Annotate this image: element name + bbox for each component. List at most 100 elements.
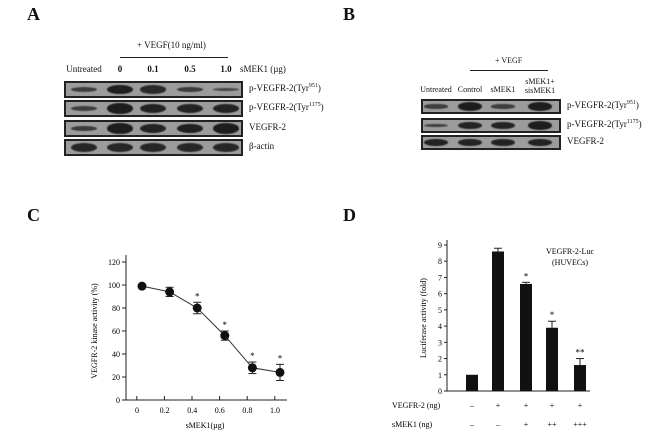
protein-band xyxy=(177,103,203,114)
svg-text:3: 3 xyxy=(438,338,442,347)
blot-strip xyxy=(421,99,561,114)
protein-band xyxy=(458,102,482,111)
svg-text:2: 2 xyxy=(438,355,442,364)
svg-text:–: – xyxy=(495,420,501,429)
row-label: VEGFR-2 xyxy=(567,135,605,146)
panel-label-c: C xyxy=(27,205,40,225)
column-label-line1: sMEK1+ xyxy=(525,77,555,86)
protein-band xyxy=(424,123,448,128)
protein-band xyxy=(71,87,97,92)
panel-label-d: D xyxy=(343,205,356,225)
svg-text:*: * xyxy=(524,271,529,281)
protein-band xyxy=(213,87,239,92)
svg-text:+++: +++ xyxy=(573,420,587,429)
column-label: 0.1 xyxy=(147,64,159,74)
protein-band xyxy=(458,138,482,147)
row-label: p-VEGFR-2(Tyr951) xyxy=(249,82,321,93)
svg-text:+: + xyxy=(550,401,555,410)
column-label: Untreated xyxy=(414,85,458,94)
column-label: 0.5 xyxy=(184,64,196,74)
svg-text:**: ** xyxy=(576,348,586,358)
svg-text:+: + xyxy=(524,420,529,429)
svg-text:20: 20 xyxy=(112,373,120,382)
protein-band xyxy=(177,123,203,134)
protein-band xyxy=(528,138,552,147)
blot-strip xyxy=(421,135,561,150)
svg-text:1: 1 xyxy=(438,371,442,380)
svg-text:*: * xyxy=(250,351,255,361)
svg-text:8: 8 xyxy=(438,257,442,266)
svg-text:0: 0 xyxy=(116,396,120,405)
svg-text:0.6: 0.6 xyxy=(215,406,225,415)
protein-band xyxy=(213,103,239,114)
row-label: β-actin xyxy=(249,140,275,151)
blot-strip xyxy=(64,100,243,117)
svg-text:*: * xyxy=(223,320,228,330)
row-label: p-VEGFR-2(Tyr951) xyxy=(567,99,639,110)
svg-text:–: – xyxy=(469,401,475,410)
protein-band xyxy=(458,121,482,130)
column-unit-label: sMEK1 (µg) xyxy=(240,64,286,74)
protein-band xyxy=(71,125,97,132)
protein-band xyxy=(424,104,448,109)
protein-band xyxy=(528,102,552,111)
protein-band xyxy=(140,143,166,152)
line-chart-c: 0 20 40 60 80 100 120 0 0.2 0.4 0.6 0.8 1.0 sMEK1(µg)… xyxy=(90,255,287,430)
svg-text:Luciferase activity (fold): Luciferase activity (fold) xyxy=(419,278,428,358)
protein-band xyxy=(107,103,133,114)
row-label: p-VEGFR-2(Tyr1175) xyxy=(567,118,642,129)
protein-band xyxy=(528,121,552,130)
svg-text:4: 4 xyxy=(438,322,442,331)
column-label: 1.0 xyxy=(220,64,232,74)
svg-text:+: + xyxy=(524,401,529,410)
blot-strip xyxy=(421,118,561,133)
protein-band xyxy=(140,123,166,134)
protein-band xyxy=(213,123,239,134)
column-label-line1: Control xyxy=(457,85,483,94)
svg-text:0: 0 xyxy=(438,387,442,396)
svg-text:0: 0 xyxy=(135,406,139,415)
protein-band xyxy=(71,143,97,152)
svg-text:60: 60 xyxy=(112,327,120,336)
svg-text:*: * xyxy=(195,291,200,301)
panel-label-a: A xyxy=(27,4,40,24)
svg-text:*: * xyxy=(550,310,555,320)
protein-band xyxy=(71,106,97,111)
row-label: p-VEGFR-2(Tyr1175) xyxy=(249,101,324,112)
svg-text:+: + xyxy=(578,401,583,410)
treatment-line xyxy=(470,70,548,71)
blot-strip xyxy=(64,120,243,137)
protein-band xyxy=(213,143,239,152)
column-label: sMEK1+ sisMEK1 xyxy=(518,77,562,95)
svg-text:*: * xyxy=(278,353,283,363)
svg-text:0.4: 0.4 xyxy=(187,406,197,415)
svg-text:sMEK1 (ng): sMEK1 (ng) xyxy=(392,420,433,429)
bar-chart-d: 0 1 2 3 4 5 6 7 8 9 Luciferase activity (fold) VEGF… xyxy=(392,240,594,429)
svg-text:0.8: 0.8 xyxy=(242,406,252,415)
svg-text:0.2: 0.2 xyxy=(160,406,170,415)
protein-band xyxy=(177,86,203,93)
protein-band xyxy=(491,104,515,109)
svg-text:–: – xyxy=(469,420,475,429)
protein-band xyxy=(140,103,166,114)
column-label-line1: sMEK1 xyxy=(490,85,516,94)
column-label-line2: sisMEK1 xyxy=(524,86,556,95)
svg-text:VEGFR-2 (ng): VEGFR-2 (ng) xyxy=(392,401,441,410)
column-label: 0 xyxy=(117,64,123,74)
protein-band xyxy=(107,123,133,134)
svg-text:6: 6 xyxy=(438,290,442,299)
column-label-line1: Untreated xyxy=(420,85,452,94)
svg-text:80: 80 xyxy=(112,304,120,313)
svg-text:9: 9 xyxy=(438,241,442,250)
svg-text:120: 120 xyxy=(108,258,120,267)
protein-band xyxy=(491,138,515,147)
svg-text:sMEK1(µg): sMEK1(µg) xyxy=(186,421,225,430)
protein-band xyxy=(491,121,515,130)
svg-text:VEGFR-2-Luc: VEGFR-2-Luc xyxy=(546,247,594,256)
protein-band xyxy=(424,138,448,147)
treatment-line xyxy=(120,57,228,58)
treatment-header: + VEGF(10 ng/ml) xyxy=(137,40,206,50)
svg-text:100: 100 xyxy=(108,281,120,290)
protein-band xyxy=(107,143,133,152)
protein-band xyxy=(140,85,166,94)
